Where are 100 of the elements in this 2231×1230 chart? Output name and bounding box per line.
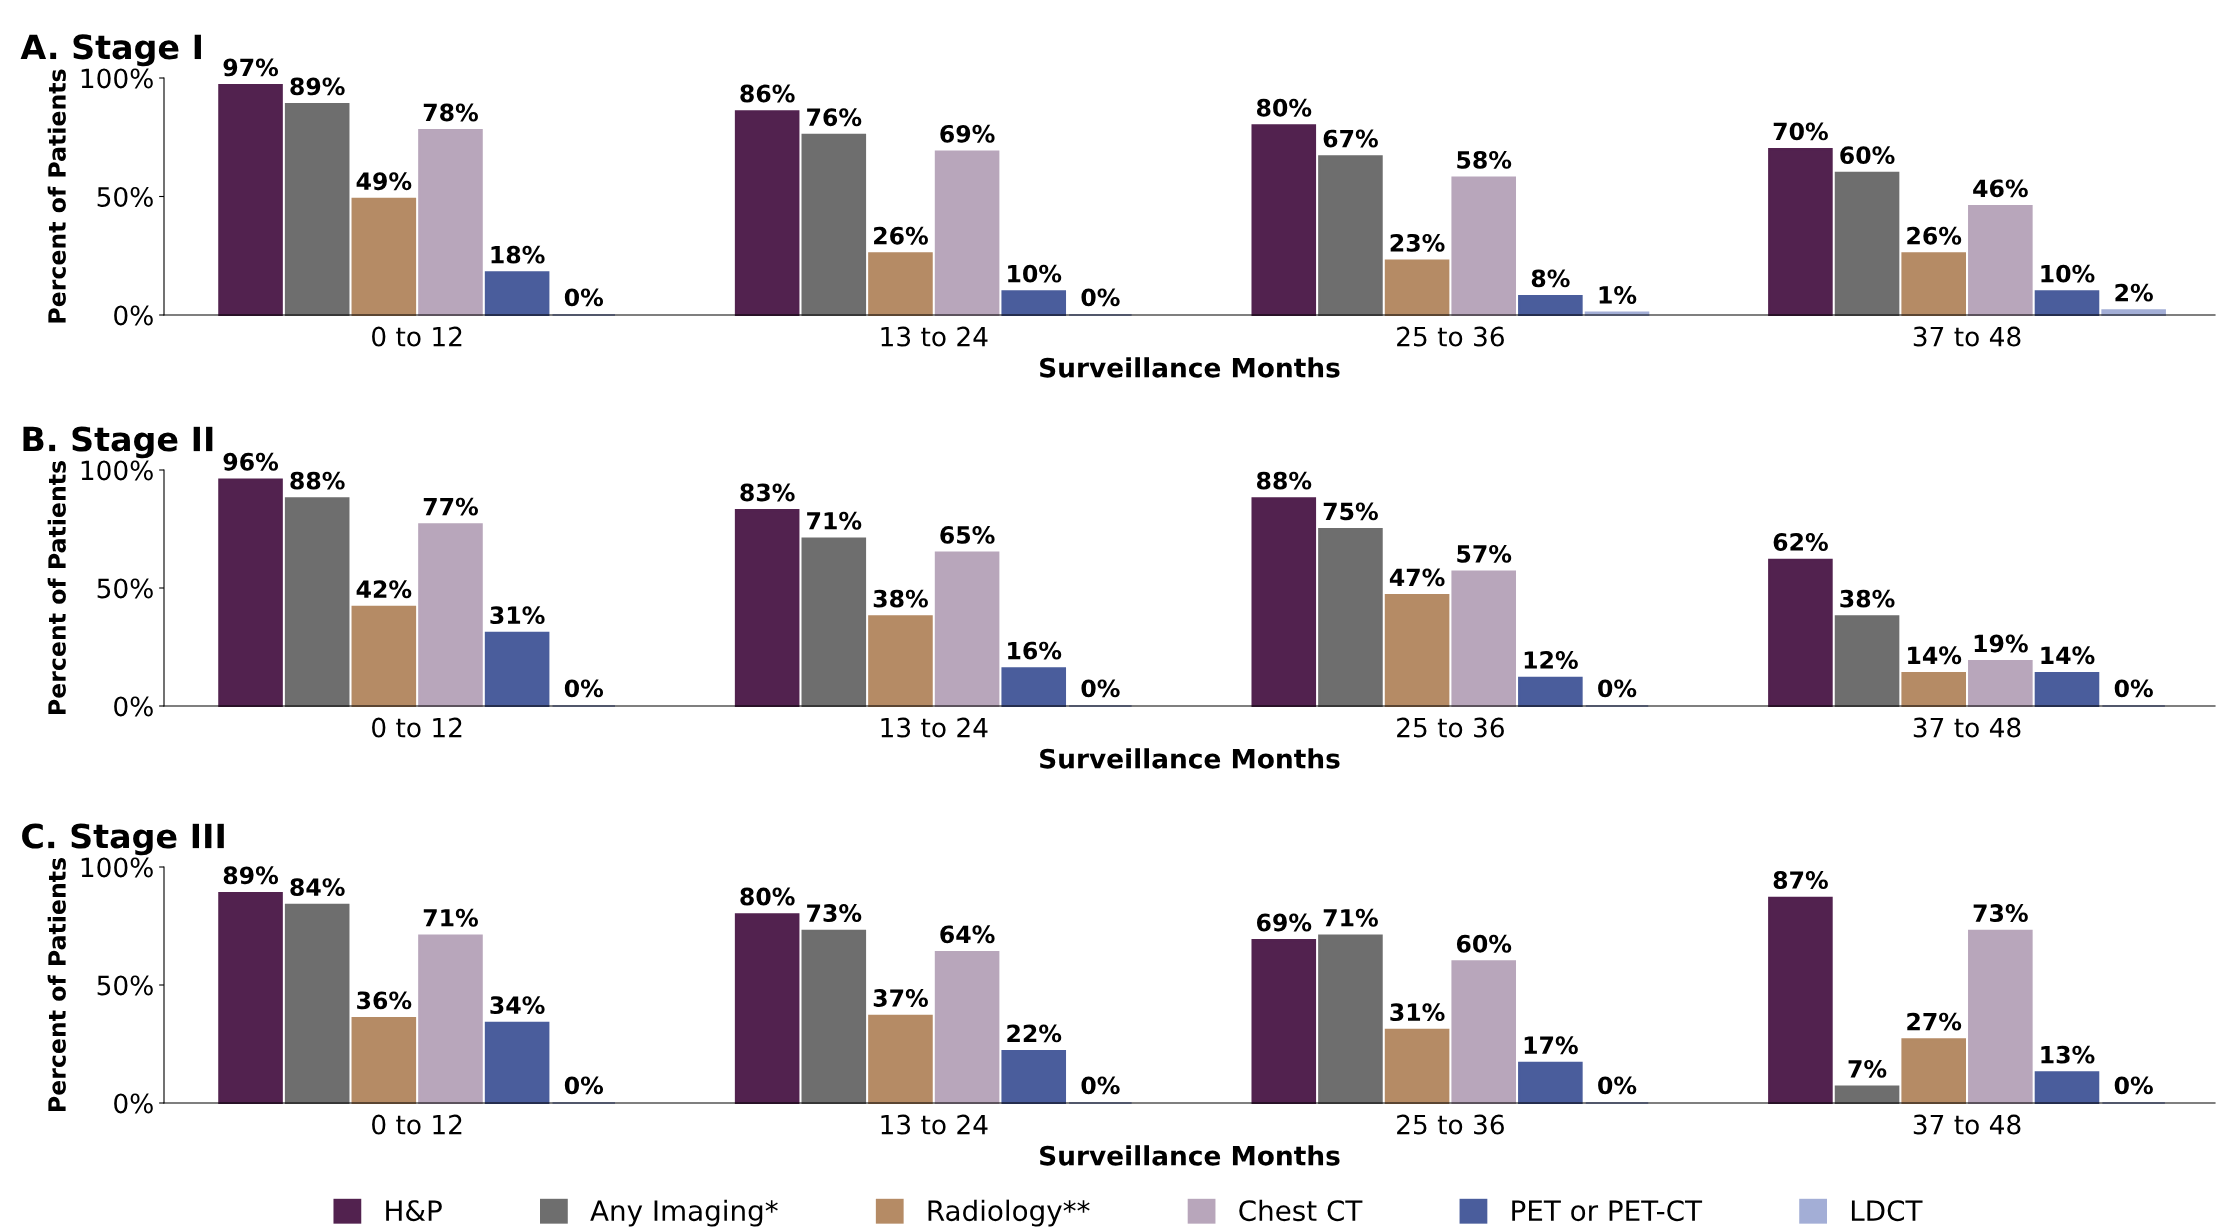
data-label: 0% <box>2114 1076 2153 1095</box>
data-label: 19% <box>1974 634 2028 653</box>
y-tick-label: 100% <box>81 460 153 481</box>
data-label: 78% <box>423 103 478 122</box>
data-label: 71% <box>807 511 862 530</box>
data-label: 10% <box>1008 264 1062 283</box>
chart-title: C. Stage III <box>22 823 224 856</box>
data-label: 37% <box>873 989 928 1007</box>
y-axis-title: Percent of Patients <box>47 461 66 714</box>
data-label: 14% <box>2041 646 2095 665</box>
x-tick-label: 37 to 48 <box>1913 1114 2021 1135</box>
data-label: 0% <box>1081 1076 1120 1095</box>
data-label: 8% <box>1531 269 1570 288</box>
data-label: 69% <box>940 124 995 143</box>
data-label: 62% <box>1773 533 1828 551</box>
data-label: 0% <box>2114 679 2153 698</box>
data-label: 0% <box>564 288 604 307</box>
data-label: 96% <box>223 452 279 471</box>
data-label: 2% <box>2115 283 2153 302</box>
data-label: 23% <box>1390 233 1445 252</box>
data-label: 46% <box>1973 179 2028 198</box>
legend-label: LDCT <box>1851 1200 1923 1222</box>
data-label: 73% <box>807 904 862 922</box>
x-tick-label: 0 to 12 <box>372 717 462 738</box>
data-label: 34% <box>490 996 545 1015</box>
data-label: 7% <box>1848 1059 1887 1078</box>
x-tick-label: 0 to 12 <box>372 326 462 347</box>
x-tick-label: 13 to 24 <box>881 717 988 738</box>
data-label: 0% <box>1081 679 1120 698</box>
data-label: 75% <box>1323 502 1378 521</box>
data-label: 14% <box>1908 646 1962 665</box>
data-label: 65% <box>940 526 995 544</box>
data-label: 71% <box>423 908 478 927</box>
data-label: 60% <box>1840 146 1895 165</box>
data-label: 87% <box>1773 871 1828 889</box>
y-tick-label: 50% <box>97 975 153 996</box>
x-axis-title: Surveillance Months <box>1040 1145 1340 1166</box>
data-label: 80% <box>740 887 795 906</box>
data-label: 18% <box>491 245 545 264</box>
data-label: 36% <box>357 991 412 1010</box>
legend-label: H&P <box>386 1200 442 1222</box>
x-axis-title: Surveillance Months <box>1040 748 1340 769</box>
data-label: 12% <box>1524 651 1578 669</box>
legend-label: PET or PET-CT <box>1512 1200 1703 1222</box>
x-tick-label: 25 to 36 <box>1397 717 1504 738</box>
data-label: 70% <box>1773 122 1828 141</box>
data-label: 73% <box>1973 904 2028 922</box>
data-label: 67% <box>1323 129 1378 148</box>
data-label: 1% <box>1599 286 1637 304</box>
data-label: 0% <box>1081 288 1120 307</box>
legend-label: Radiology** <box>928 1199 1090 1227</box>
x-tick-label: 37 to 48 <box>1913 717 2021 738</box>
y-tick-label: 0% <box>114 305 153 326</box>
data-label: 26% <box>874 226 928 245</box>
data-label: 60% <box>1456 934 1512 953</box>
data-label: 86% <box>740 84 795 103</box>
data-label: 89% <box>223 866 279 885</box>
data-label: 58% <box>1457 150 1512 169</box>
data-label: 88% <box>290 471 345 490</box>
y-tick-label: 0% <box>114 696 153 717</box>
data-label: 31% <box>490 606 545 625</box>
data-label: 0% <box>1598 679 1637 698</box>
x-axis-title: Surveillance Months <box>1040 357 1340 378</box>
legend-label: Any Imaging* <box>590 1199 778 1227</box>
data-label: 0% <box>1598 1076 1637 1095</box>
x-tick-label: 25 to 36 <box>1397 1114 1504 1135</box>
x-tick-label: 13 to 24 <box>881 1114 988 1135</box>
legend-label: Chest CT <box>1239 1199 1363 1222</box>
data-label: 76% <box>807 108 862 127</box>
x-tick-label: 25 to 36 <box>1397 326 1504 347</box>
y-tick-label: 100% <box>81 68 153 89</box>
x-tick-label: 0 to 12 <box>372 1114 462 1135</box>
data-label: 57% <box>1457 544 1512 563</box>
y-tick-label: 50% <box>97 578 153 599</box>
data-label: 16% <box>1008 641 1062 660</box>
data-label: 10% <box>2041 264 2095 283</box>
data-label: 97% <box>223 58 279 77</box>
y-tick-label: 100% <box>81 857 153 878</box>
data-label: 13% <box>2041 1045 2095 1064</box>
data-label: 88% <box>1256 471 1312 490</box>
x-tick-label: 37 to 48 <box>1913 326 2021 347</box>
x-tick-label: 13 to 24 <box>881 326 988 347</box>
data-label: 49% <box>356 172 412 191</box>
data-label: 22% <box>1007 1024 1062 1043</box>
data-label: 89% <box>290 77 345 96</box>
data-label: 71% <box>1323 908 1378 927</box>
y-tick-label: 50% <box>97 186 153 207</box>
data-label: 69% <box>1256 913 1312 932</box>
data-label: 77% <box>423 497 478 516</box>
data-label: 38% <box>1840 589 1895 608</box>
data-label: 42% <box>356 580 412 599</box>
y-axis-title: Percent of Patients <box>47 69 66 323</box>
data-label: 0% <box>564 1076 604 1095</box>
y-tick-label: 0% <box>114 1093 153 1114</box>
data-label: 38% <box>873 589 928 608</box>
data-label: 83% <box>740 483 795 502</box>
data-label: 31% <box>1390 1003 1445 1022</box>
data-label: 80% <box>1256 98 1312 117</box>
data-label: 27% <box>1907 1012 1962 1031</box>
data-label: 26% <box>1907 226 1962 245</box>
